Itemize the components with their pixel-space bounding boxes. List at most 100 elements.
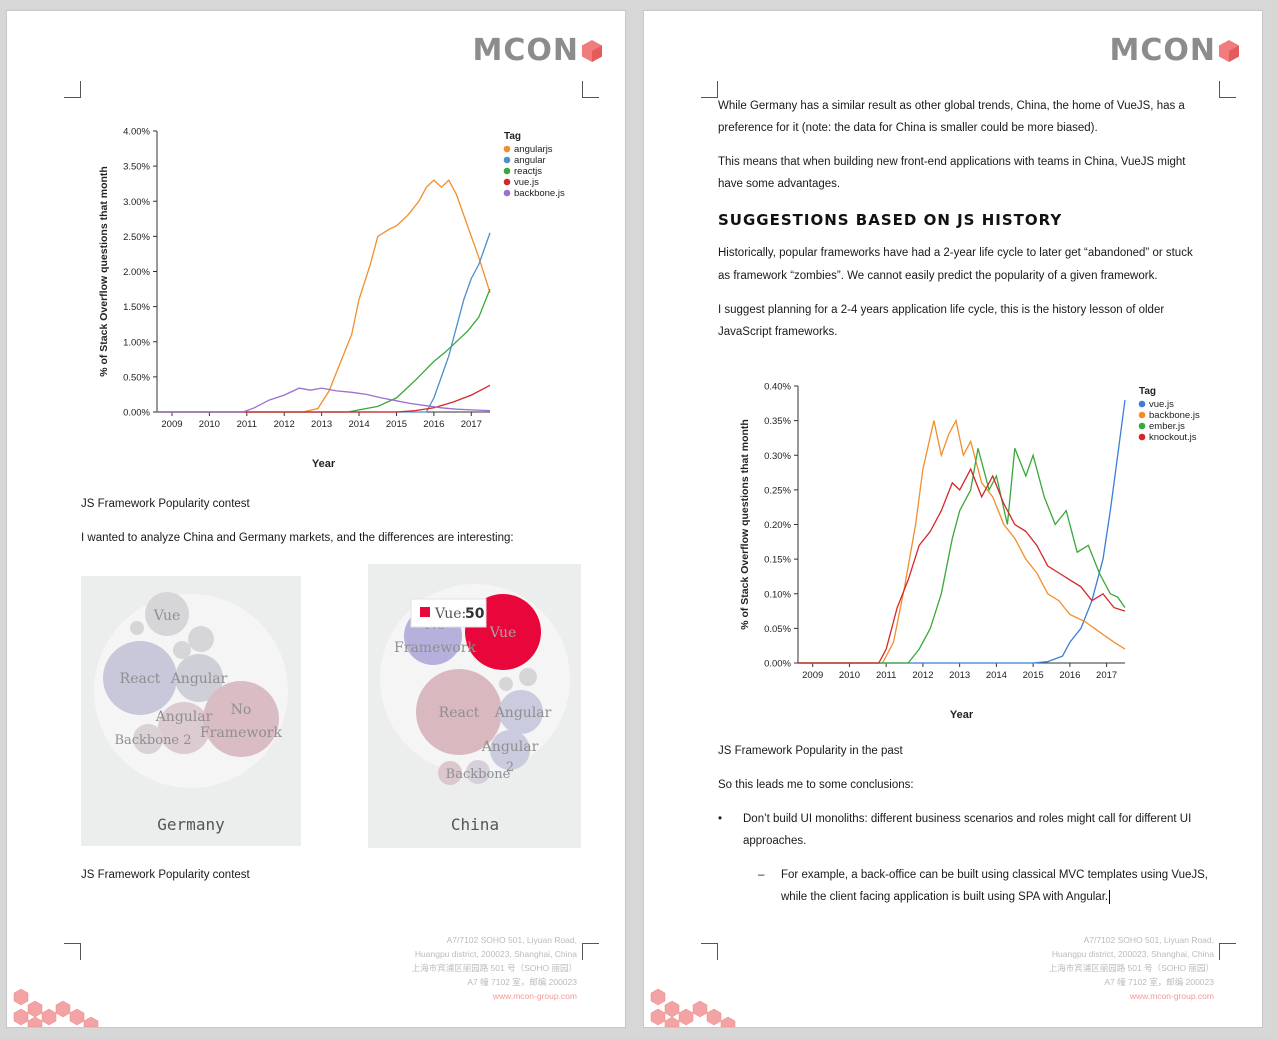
x-tick-label: 2017: [461, 419, 482, 430]
y-tick-label: 2.50%: [123, 232, 150, 243]
sub-bullet-line-2-text: while the client facing application is b…: [781, 891, 1109, 903]
y-tick-label: 4.00%: [123, 127, 150, 138]
bubble-small[interactable]: [519, 668, 537, 686]
legend-entry: backbone.js: [514, 188, 565, 199]
x-tick-label: 2010: [199, 419, 220, 430]
bubble-label-react: React: [120, 671, 161, 687]
bubble-backbone-2[interactable]: [133, 724, 163, 754]
x-tick-label: 2015: [1023, 670, 1044, 681]
tooltip-name: Vue:: [434, 606, 466, 622]
y-tick-label: 0.05%: [764, 624, 791, 635]
y-tick-label: 0.10%: [764, 589, 791, 600]
legend-swatch: [1138, 433, 1146, 441]
series-line-backbone-js: [157, 387, 491, 413]
y-tick-label: 0.40%: [764, 382, 791, 393]
y-tick-label: 3.00%: [123, 197, 150, 208]
y-tick-label: 0.25%: [764, 485, 791, 496]
bullet-item-1-line-2: approaches.: [743, 835, 807, 847]
bubble-vue[interactable]: [145, 592, 189, 636]
bubble-small[interactable]: [499, 677, 513, 691]
bubble-angular[interactable]: [499, 690, 543, 734]
series-line-reactjs: [157, 288, 491, 413]
document-page-left: MCON 0.00% 0.50% 1.00% 1.50% 2.00% 2.50% 3.00%…: [6, 10, 626, 1028]
legend-swatch: [503, 145, 511, 153]
tooltip-vue: Vue: 50: [410, 598, 487, 628]
bubble-label-no-framework-2: Framework: [394, 640, 476, 656]
crop-mark: [701, 81, 718, 98]
legend-swatch: [503, 156, 511, 164]
footer-line: A7 幢 7102 室，邮编 200023: [1104, 977, 1214, 987]
y-tick-label: 0.20%: [764, 520, 791, 531]
bubble-angular-2[interactable]: [158, 702, 210, 754]
paragraph-germany-china-2: preference for it (note: the data for Ch…: [718, 122, 1098, 134]
legend-entry: backbone.js: [1149, 410, 1200, 421]
footer-website-link[interactable]: www.mcon-group.com: [492, 991, 577, 1001]
bubble-backbone[interactable]: [466, 760, 490, 784]
legend-entry: angular: [514, 155, 546, 166]
series-line-ember-js: [798, 448, 1126, 664]
bubble-small[interactable]: [438, 761, 462, 785]
chart-popularity-past: 0.00% 0.05% 0.10% 0.15% 0.20% 0.25% 0.30% 0.35%…: [728, 366, 1228, 736]
x-tick-label: 2011: [876, 670, 896, 681]
bubble-react[interactable]: [416, 669, 502, 755]
footer-line: Huangpu district, 200023, Shanghai, Chin…: [414, 949, 577, 959]
bubble-label-backbone-2: Backbone 2: [114, 733, 191, 748]
paragraph-lifecycle-1: I suggest planning for a 2-4 years appli…: [718, 304, 1165, 316]
bubble-angular-2[interactable]: [490, 730, 530, 770]
bullet-marker: •: [718, 808, 722, 830]
y-tick-label: 0.15%: [764, 555, 791, 566]
bubble-label-no-framework-1: No: [231, 702, 252, 718]
sub-bullet-line-2[interactable]: while the client facing application is b…: [781, 886, 1111, 908]
y-axis-title: % of Stack Overflow questions that month: [98, 166, 110, 377]
bubble-small[interactable]: [130, 621, 144, 635]
bubble-label-angular-2b: 2: [506, 760, 514, 775]
footer-website-link[interactable]: www.mcon-group.com: [1129, 991, 1214, 1001]
bubble-panel-china: No Framework Vue React Angular Angular 2…: [368, 564, 581, 848]
legend-entry: vue.js: [514, 177, 539, 188]
dash-glyph: –: [758, 869, 765, 881]
x-tick-label: 2016: [423, 419, 444, 430]
text-cursor: [1109, 889, 1111, 904]
bubble-label-angular: Angular: [494, 705, 552, 721]
hexagon-decoration-icon: [650, 988, 736, 1027]
hexagon-decoration-icon: [13, 988, 99, 1027]
bubble-angular[interactable]: [175, 654, 223, 702]
y-tick-label: 1.50%: [123, 302, 150, 313]
crop-mark: [582, 81, 599, 98]
x-tick-label: 2009: [161, 419, 182, 430]
paragraph-history-2: as framework “zombies”. We cannot easily…: [718, 270, 1158, 282]
chart-svg: 0.00% 0.50% 1.00% 1.50% 2.00% 2.50% 3.00% 3.50%…: [98, 127, 565, 471]
crop-mark: [64, 943, 81, 960]
bubble-small[interactable]: [173, 641, 191, 659]
legend-swatch: [1138, 400, 1146, 408]
series-line-angularjs: [157, 179, 491, 413]
document-page-right: MCON While Germany has a similar result …: [643, 10, 1263, 1028]
y-tick-label: 0.50%: [123, 372, 150, 383]
footer-line: Huangpu district, 200023, Shanghai, Chin…: [1051, 949, 1214, 959]
bubble-react[interactable]: [103, 641, 177, 715]
bubble-label-no-framework-2: Framework: [200, 725, 282, 741]
bubble-small[interactable]: [188, 626, 214, 652]
bubble-label-backbone: Backbone: [446, 767, 511, 782]
y-tick-label: 2.00%: [123, 267, 150, 278]
y-tick-label: 0.00%: [764, 659, 791, 670]
bubble-chart-china: No Framework Vue React Angular Angular 2…: [380, 584, 570, 834]
legend-title: Tag: [504, 131, 521, 142]
x-axis-title: Year: [312, 458, 336, 470]
hexagon-logo-icon: [582, 39, 602, 62]
paragraph-lifecycle-2: JavaScript frameworks.: [718, 326, 838, 338]
panel-label-germany: Germany: [157, 815, 225, 834]
series-line-vue-js: [157, 384, 491, 413]
crop-mark: [701, 943, 718, 960]
bubble-no-framework[interactable]: [203, 681, 279, 757]
paragraph-conclusions: So this leads me to some conclusions:: [718, 779, 914, 791]
legend-swatch: [503, 189, 511, 197]
x-tick-label: 2015: [386, 419, 407, 430]
x-tick-label: 2013: [949, 670, 970, 681]
bubble-chart-germany: Vue React Angular Angular Backbone 2 No …: [94, 592, 288, 834]
sub-bullet-line-1: For example, a back-office can be built …: [781, 869, 1208, 881]
bullet-item-1-line-1: Don’t build UI monoliths: different busi…: [743, 813, 1192, 825]
plot-area: [798, 386, 1125, 663]
paragraph-markets: I wanted to analyze China and Germany ma…: [81, 532, 514, 544]
crop-mark: [64, 81, 81, 98]
